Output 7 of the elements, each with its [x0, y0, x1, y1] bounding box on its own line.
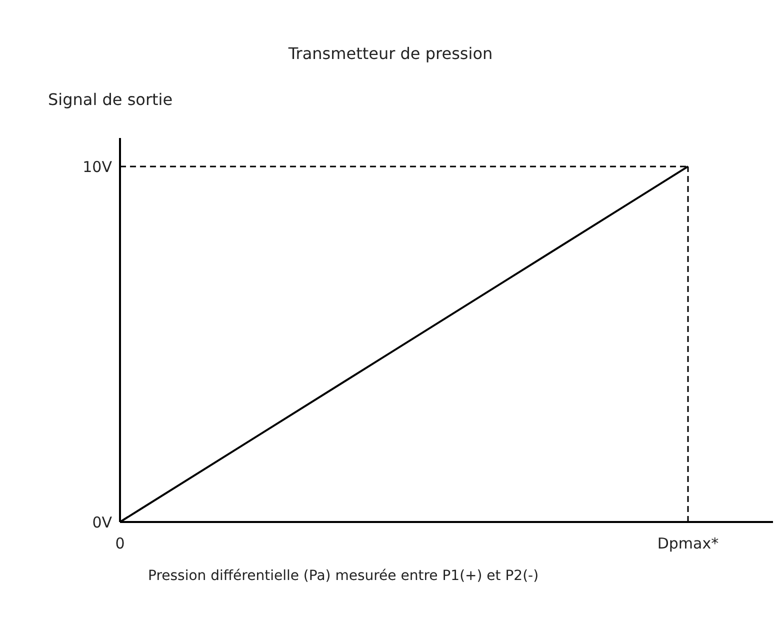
- y-tick-label: 0V: [92, 513, 113, 532]
- x-axis-title: Pression différentielle (Pa) mesurée entre P1(+) et P2(-): [148, 568, 539, 584]
- x-tick-label: 0: [115, 534, 125, 553]
- chart-title: Transmetteur de pression: [287, 44, 494, 63]
- x-tick-label: Dpmax*: [657, 534, 720, 553]
- y-axis-title: Signal de sortie: [48, 90, 173, 109]
- y-tick-label: 10V: [82, 158, 113, 176]
